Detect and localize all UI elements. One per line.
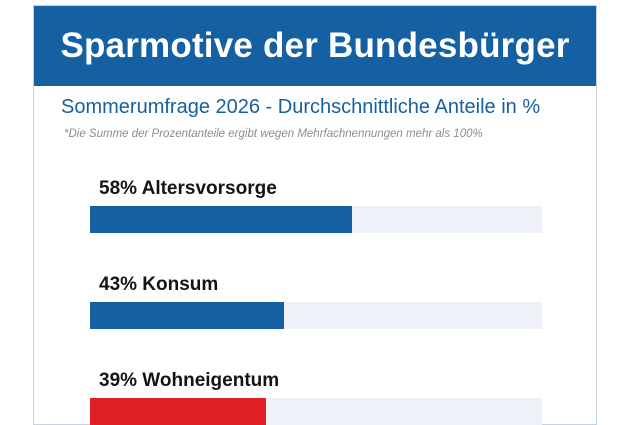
bar-altersvorsorge	[90, 206, 353, 233]
chart-title: Sparmotive der Bundesbürger	[60, 26, 570, 65]
infographic-card: Sparmotive der Bundesbürger Sommerumfrag…	[33, 5, 597, 425]
footnote: *Die Summe der Prozentanteile ergibt weg…	[64, 128, 483, 140]
bar-konsum	[90, 302, 285, 329]
bar-track	[90, 206, 542, 233]
chart-subtitle: Sommerumfrage 2026 - Durchschnittliche A…	[61, 96, 541, 118]
bar-label: 39% Wohneigentum	[99, 370, 280, 391]
bar-track	[90, 302, 542, 329]
bar-chart: 58% Altersvorsorge 43% Konsum 39% Wohneige…	[34, 6, 596, 425]
bar-label: 58% Altersvorsorge	[99, 178, 277, 199]
header-banner: Sparmotive der Bundesbürger	[34, 6, 596, 86]
bar-label: 43% Konsum	[99, 274, 219, 295]
